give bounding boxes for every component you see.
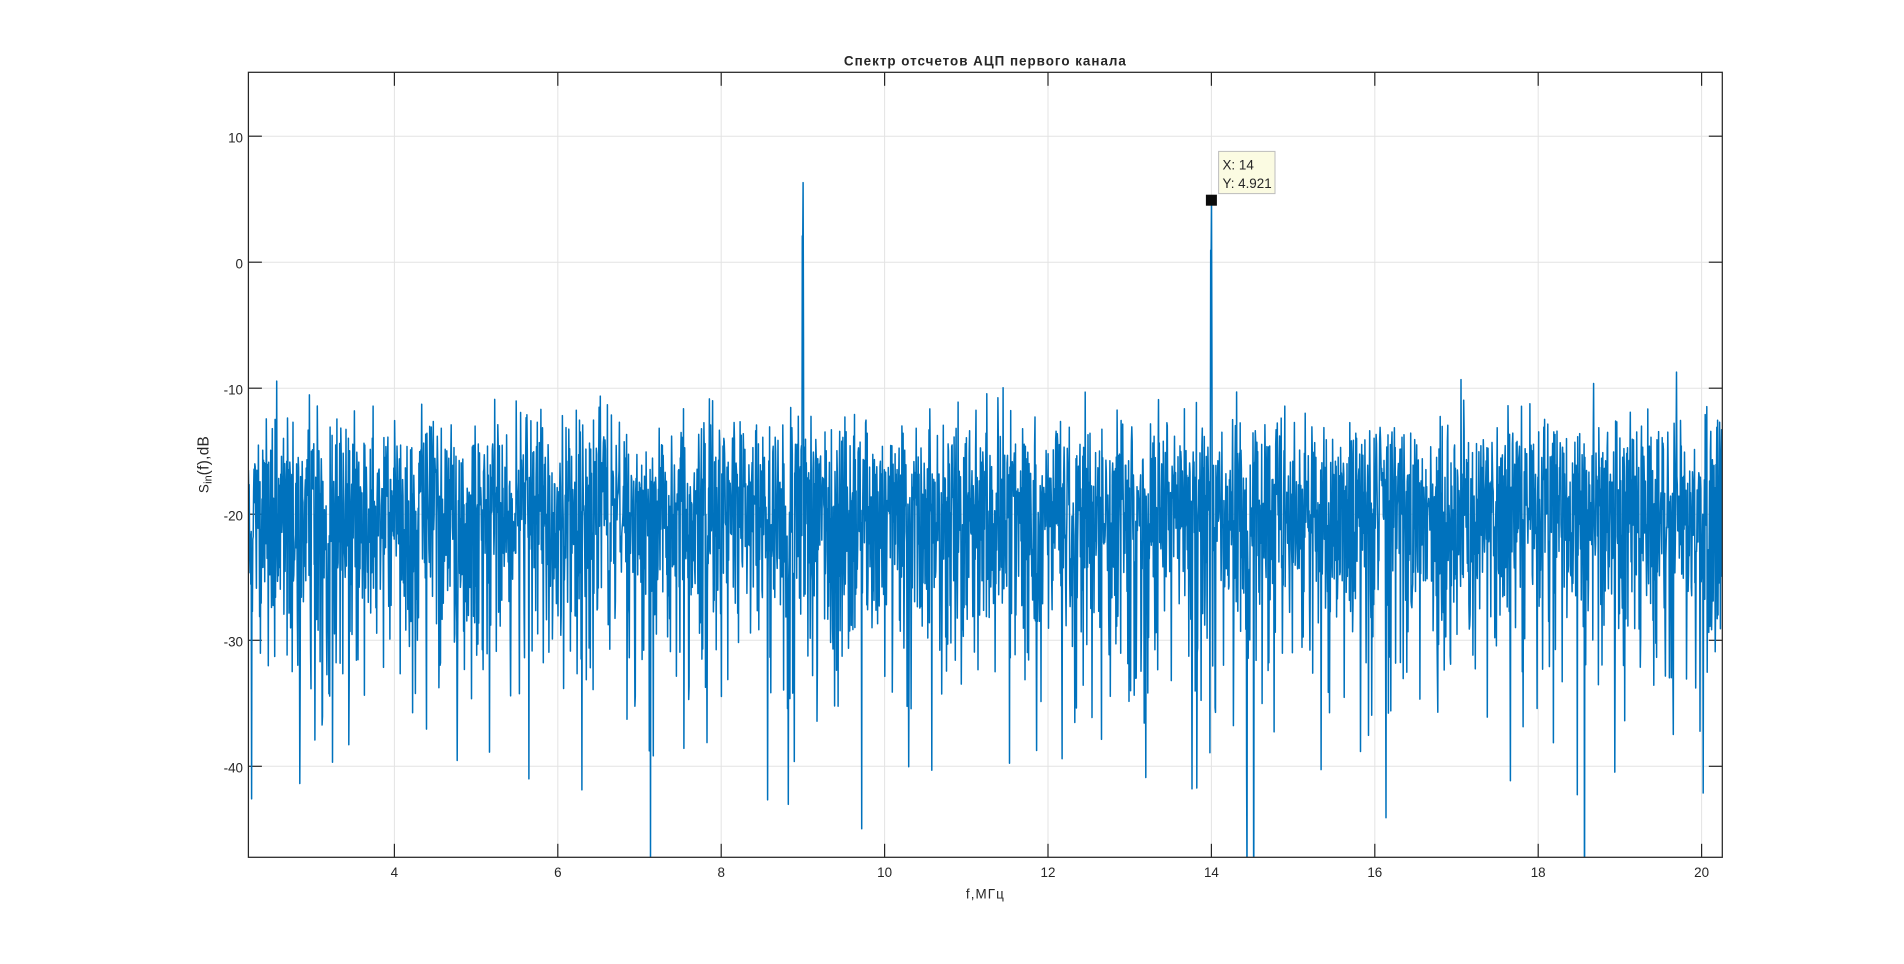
svg-text:14: 14 <box>1204 865 1219 880</box>
svg-text:-20: -20 <box>224 509 243 524</box>
svg-text:8: 8 <box>717 865 724 880</box>
svg-text:Sin(f),dB: Sin(f),dB <box>195 436 214 493</box>
svg-text:-10: -10 <box>224 383 243 398</box>
svg-text:0: 0 <box>236 257 243 272</box>
svg-text:Спектр отсчетов АЦП первого ка: Спектр отсчетов АЦП первого канала <box>844 53 1127 68</box>
svg-text:6: 6 <box>554 865 561 880</box>
svg-text:16: 16 <box>1367 865 1382 880</box>
svg-text:20: 20 <box>1694 865 1709 880</box>
svg-text:-40: -40 <box>224 761 243 776</box>
svg-text:4: 4 <box>391 865 399 880</box>
svg-text:12: 12 <box>1041 865 1056 880</box>
svg-text:f,МГц: f,МГц <box>966 887 1005 902</box>
svg-text:Y: 4.921: Y: 4.921 <box>1223 176 1272 191</box>
svg-text:10: 10 <box>228 131 243 146</box>
svg-text:-30: -30 <box>224 635 243 650</box>
svg-text:X: 14: X: 14 <box>1223 157 1255 172</box>
svg-text:18: 18 <box>1531 865 1546 880</box>
svg-text:10: 10 <box>877 865 892 880</box>
